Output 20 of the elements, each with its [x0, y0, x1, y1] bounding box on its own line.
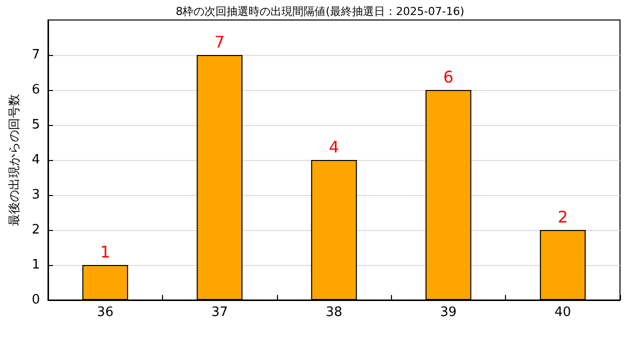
y-tick-label: 5: [32, 118, 40, 132]
y-tick-label: 0: [32, 292, 40, 308]
y-tick-label: 6: [32, 82, 40, 98]
data-label: 7: [214, 32, 225, 52]
data-label: 6: [443, 68, 454, 86]
y-tick-label: 1: [32, 258, 40, 272]
x-tick-label: 38: [326, 305, 342, 320]
data-label: 1: [100, 242, 110, 262]
y-tick-label: 2: [32, 222, 40, 238]
x-tick-label: 40: [554, 305, 572, 320]
x-tick-label: 37: [211, 305, 228, 320]
data-label: 4: [328, 138, 340, 156]
y-tick-label: 4: [32, 152, 40, 168]
y-tick-label: 3: [32, 188, 40, 202]
chart-title: 8枠の次回抽選時の出現間隔値(最終抽選日：2025-07-16): [176, 5, 464, 18]
x-tick-label: 39: [440, 305, 457, 320]
y-tick-label: 7: [32, 48, 40, 62]
x-tick-label: 36: [96, 305, 114, 320]
y-axis-title: 最後の出現からの回号数: [7, 94, 21, 226]
data-label: 2: [558, 208, 568, 226]
